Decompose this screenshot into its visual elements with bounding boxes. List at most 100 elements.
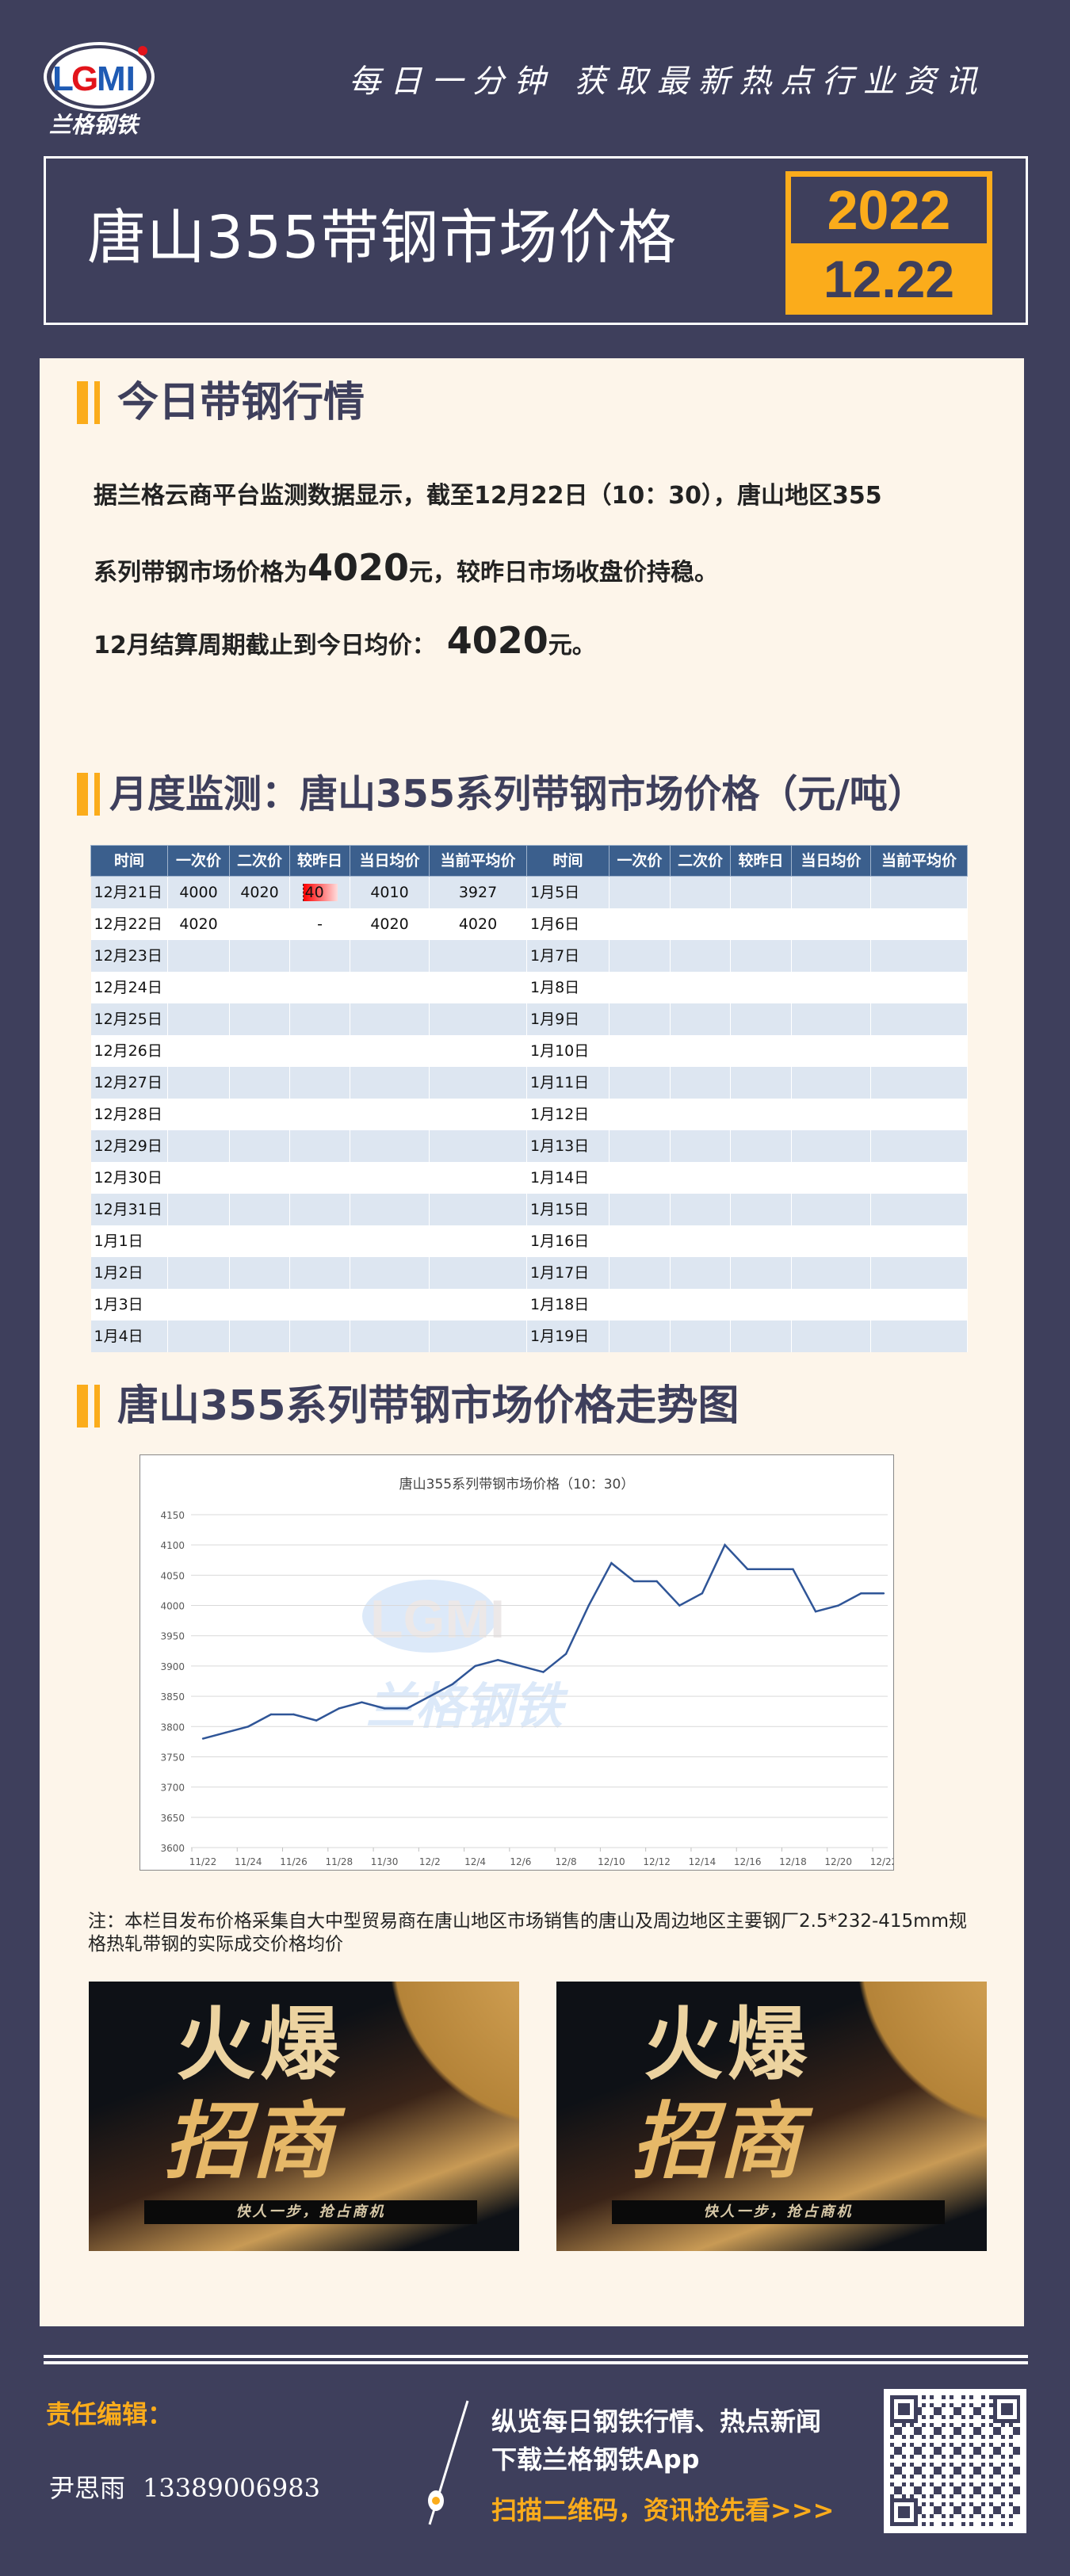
text: 元，较昨日市场收盘价持稳。	[409, 559, 719, 587]
table-cell	[870, 1225, 968, 1257]
data-point	[610, 1561, 613, 1565]
data-point	[814, 1610, 817, 1613]
table-cell	[350, 1129, 430, 1162]
table-cell: 1月9日	[526, 1003, 610, 1035]
table-cell: 4000	[167, 876, 230, 908]
table-cell: 1月4日	[90, 1320, 168, 1352]
summary-line-2: 系列带钢市场价格为4020元，较昨日市场收盘价持稳。	[94, 545, 718, 595]
table-cell	[289, 1256, 350, 1289]
table-cell	[167, 1193, 230, 1225]
editor-info: 尹思雨 13389006983	[49, 2471, 320, 2505]
data-point	[724, 1543, 726, 1546]
heading-bar-icon	[94, 773, 100, 816]
table-cell	[289, 1288, 350, 1320]
table-cell	[289, 939, 350, 972]
table-cell	[670, 1193, 731, 1225]
data-point	[837, 1604, 839, 1607]
table-cell	[167, 1034, 230, 1067]
slogan: 每日一分钟 获取最新热点行业资讯	[349, 63, 987, 100]
table-cell	[670, 971, 731, 1003]
date-month-day: 12.22	[823, 250, 955, 308]
table-cell	[289, 1193, 350, 1225]
table-cell: 1月6日	[526, 908, 610, 940]
table-cell	[289, 1225, 350, 1257]
table-row: 12月24日 1月8日	[90, 971, 968, 1003]
y-tick-label: 4100	[160, 1540, 185, 1551]
page-title: 唐山355带钢市场价格	[87, 204, 678, 272]
trend-chart: LGMI 兰格钢铁 唐山355系列带钢市场价格（10：30） 3600 3650 3…	[139, 1454, 897, 1871]
table-cell	[229, 1256, 290, 1289]
table-cell	[670, 1098, 731, 1130]
table-cell	[350, 1320, 430, 1352]
table-cell	[229, 1161, 290, 1194]
table-cell	[730, 1003, 792, 1035]
table-cell	[730, 1161, 792, 1194]
table-cell	[670, 1161, 731, 1194]
table-cell	[791, 1193, 871, 1225]
table-cell	[167, 1288, 230, 1320]
table-row: 12月21日 4000 4020 40 4010 3927 1月5日	[90, 876, 968, 908]
table-cell	[791, 908, 871, 940]
table-row: 1月4日 1月19日	[90, 1320, 968, 1352]
table-cell: 1月10日	[526, 1034, 610, 1067]
y-tick-label: 3600	[160, 1843, 185, 1854]
logo-caption: 兰格钢铁	[49, 112, 139, 138]
table-cell	[791, 1225, 871, 1257]
table-cell	[289, 971, 350, 1003]
table-cell: 1月1日	[90, 1225, 168, 1257]
table-cell	[730, 1193, 792, 1225]
table-cell: 40	[289, 876, 350, 908]
banner-title: 火爆	[644, 1998, 812, 2091]
table-cell: 1月17日	[526, 1256, 610, 1289]
data-point	[542, 1671, 545, 1673]
table-cell	[229, 1193, 290, 1225]
table-cell	[429, 1129, 527, 1162]
table-cell	[670, 1256, 731, 1289]
x-tick-label: 11/22	[189, 1856, 217, 1867]
table-row: 1月2日 1月17日	[90, 1256, 968, 1289]
data-point	[292, 1713, 295, 1716]
table-cell: 4010	[350, 876, 430, 908]
data-point	[338, 1707, 340, 1710]
table-cell	[429, 1225, 527, 1257]
section-title: 唐山355系列带钢市场价格走势图	[117, 1382, 739, 1430]
column-header: 一次价	[167, 845, 230, 877]
table-cell: 12月26日	[90, 1034, 168, 1067]
data-point	[519, 1664, 522, 1668]
table-cell	[350, 1098, 430, 1130]
qr-code[interactable]	[884, 2389, 1026, 2533]
table-cell	[730, 908, 792, 940]
table-cell	[870, 1320, 968, 1352]
promo-text-3: 扫描二维码，资讯抢先看>>>	[491, 2495, 835, 2525]
y-tick-label: 3800	[160, 1722, 185, 1733]
table-cell	[870, 939, 968, 972]
watermark-logo: LGMI 兰格钢铁	[362, 1580, 569, 1735]
y-tick-label: 3750	[160, 1752, 185, 1763]
chart-svg: LGMI 兰格钢铁 唐山355系列带钢市场价格（10：30） 3600 3650 3…	[160, 1476, 897, 1867]
chart-title: 唐山355系列带钢市场价格（10：30）	[399, 1476, 635, 1492]
text: 12月结算周期截止到今日均价：	[94, 632, 436, 659]
table-cell	[609, 1161, 671, 1194]
table-cell	[609, 939, 671, 972]
table-cell: 1月5日	[526, 876, 610, 908]
data-point	[315, 1719, 318, 1722]
table-cell: 1月8日	[526, 971, 610, 1003]
table-cell	[609, 1193, 671, 1225]
table-header-row: 时间 一次价 二次价 较昨日 当日均价 当前平均价 时间 一次价 二次价 较昨日 当日均价 当前平均价	[90, 845, 968, 877]
svg-text:兰格钢铁: 兰格钢铁	[366, 1677, 569, 1735]
editor-phone: 13389006983	[143, 2473, 320, 2503]
table-cell	[289, 1161, 350, 1194]
table-cell	[730, 1256, 792, 1289]
table-cell	[609, 1320, 671, 1352]
table-cell	[609, 1034, 671, 1067]
table-cell	[350, 1256, 430, 1289]
table-cell: 4020	[429, 908, 527, 940]
y-tick-label: 4000	[160, 1601, 185, 1612]
x-tick-label: 12/6	[510, 1856, 531, 1867]
promo-banner[interactable]: 火爆 招商 快人一步，抢占商机	[556, 1982, 987, 2251]
promo-banner[interactable]: 火爆 招商 快人一步，抢占商机	[89, 1982, 519, 2251]
today-price: 4020	[308, 546, 410, 589]
y-tick-label: 3950	[160, 1631, 185, 1642]
lgmi-logo: L G MI 兰格钢铁	[40, 41, 166, 138]
data-point	[678, 1604, 681, 1607]
